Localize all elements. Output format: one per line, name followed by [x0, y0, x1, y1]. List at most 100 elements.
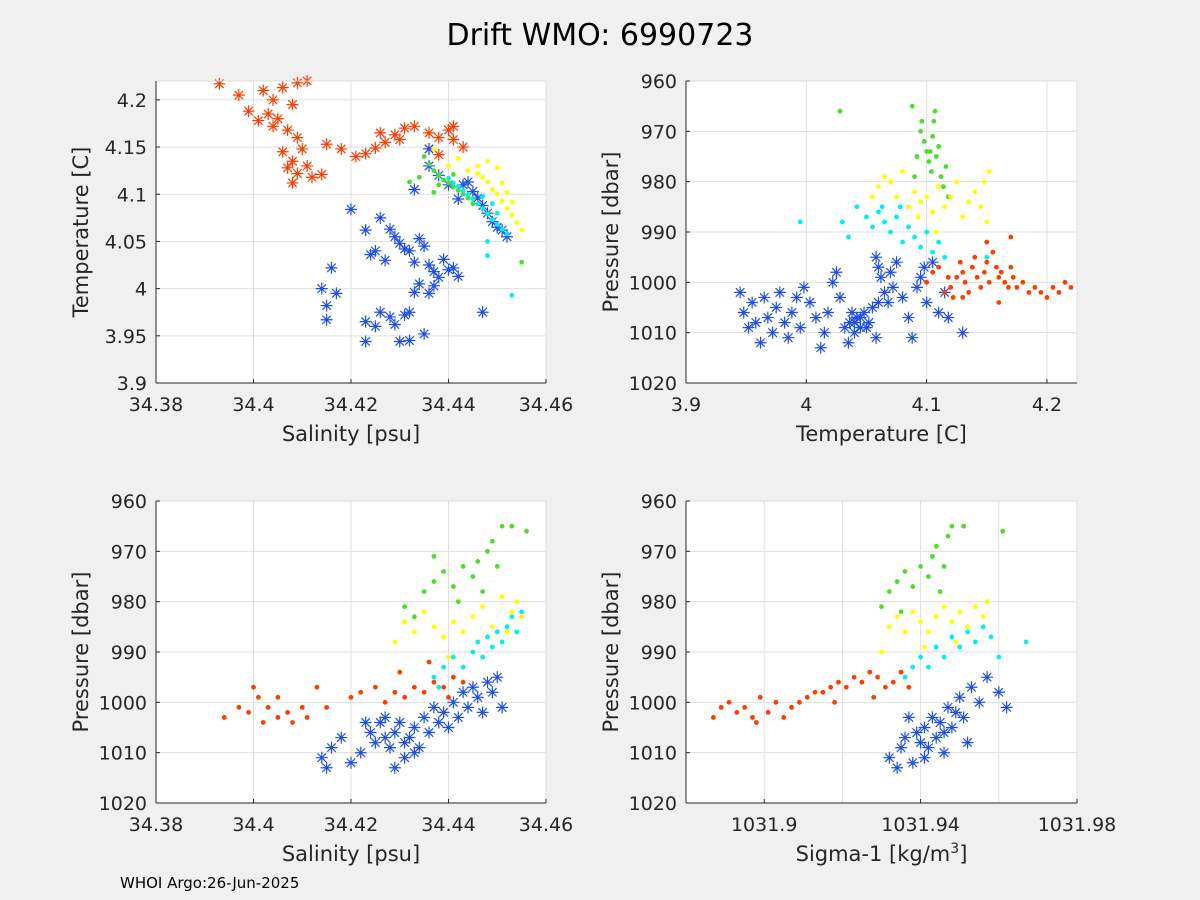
data-point	[910, 609, 916, 615]
data-point	[372, 684, 378, 690]
data-point	[431, 553, 437, 559]
data-point	[345, 203, 357, 216]
data-point	[232, 89, 245, 102]
data-point	[475, 171, 481, 176]
data-point	[1032, 284, 1038, 290]
data-point	[978, 204, 984, 210]
data-point	[509, 614, 515, 620]
data-point	[932, 108, 938, 114]
series-5	[902, 624, 1029, 680]
data-point	[973, 696, 986, 709]
series-1	[734, 251, 969, 354]
data-point	[369, 320, 382, 333]
data-point	[489, 624, 495, 630]
y-tick-label: 3.9	[117, 373, 147, 395]
data-point	[945, 274, 951, 280]
data-point	[894, 579, 900, 584]
data-point	[761, 311, 774, 324]
data-point	[996, 274, 1002, 280]
data-point	[519, 227, 525, 233]
data-point	[900, 169, 905, 175]
data-point	[431, 674, 437, 680]
data-point	[485, 253, 490, 258]
data-point	[910, 726, 923, 739]
data-point	[432, 131, 445, 144]
data-point	[315, 282, 328, 295]
data-point	[286, 176, 299, 189]
data-point	[398, 242, 411, 255]
data-point	[446, 175, 451, 181]
data-point	[930, 133, 936, 139]
data-point	[906, 331, 919, 344]
x-tick-label: 1031.9	[731, 814, 797, 836]
data-point	[888, 229, 893, 235]
data-point	[927, 149, 933, 154]
data-point	[403, 731, 416, 744]
data-point	[267, 93, 279, 106]
data-point	[509, 292, 515, 298]
data-point	[1026, 290, 1032, 295]
panel-salinity-pressure: 34.38 34.4 34.42 34.44 34.46 960 970 980 990 1000…	[69, 491, 573, 866]
data-point	[886, 624, 892, 630]
data-point	[862, 316, 875, 329]
data-point	[957, 259, 963, 265]
data-point	[846, 306, 859, 319]
data-point	[291, 131, 304, 144]
data-point	[379, 254, 392, 267]
data-point	[790, 291, 803, 304]
data-point	[388, 230, 401, 243]
data-point	[393, 716, 406, 729]
data-point	[912, 189, 917, 195]
data-point	[953, 691, 966, 704]
data-point	[499, 523, 505, 529]
data-point	[291, 167, 304, 180]
data-point	[423, 126, 435, 139]
data-point	[803, 296, 816, 309]
series-1	[315, 671, 509, 774]
data-point	[494, 564, 500, 569]
x-axis-label: Temperature [C]	[795, 422, 967, 446]
data-point	[491, 221, 504, 234]
data-point	[918, 199, 923, 205]
data-point	[851, 674, 857, 680]
data-point	[455, 184, 461, 190]
x-tick-label: 3.9	[671, 394, 701, 416]
data-point	[930, 731, 943, 744]
data-point	[949, 634, 955, 640]
x-axis-label-superscript: 3	[950, 841, 959, 857]
x-tick-label: 34.42	[324, 814, 378, 836]
data-point	[949, 706, 962, 719]
data-point	[509, 609, 515, 615]
data-point	[871, 694, 877, 700]
data-point	[476, 706, 489, 719]
data-point	[891, 761, 904, 774]
data-point	[393, 237, 406, 250]
data-point	[922, 644, 927, 650]
data-point	[1010, 274, 1016, 280]
data-point	[359, 335, 372, 348]
data-point	[276, 145, 289, 158]
data-point	[981, 671, 994, 684]
data-point	[485, 239, 490, 244]
data-point	[896, 291, 909, 304]
y-axis-label: Temperature [C]	[69, 147, 93, 319]
data-point	[514, 599, 520, 605]
data-point	[276, 81, 289, 94]
data-point	[926, 159, 932, 164]
data-point	[830, 266, 843, 279]
data-point	[431, 579, 437, 584]
data-point	[854, 311, 867, 324]
data-point	[842, 336, 855, 349]
data-point	[480, 604, 486, 610]
data-point	[914, 154, 920, 159]
data-point	[832, 699, 837, 705]
data-point	[485, 158, 490, 164]
data-point	[884, 266, 897, 279]
data-point	[402, 604, 408, 610]
y-tick-label: 4.2	[117, 90, 147, 112]
data-point	[843, 684, 849, 690]
data-point	[945, 721, 958, 734]
data-point	[398, 122, 411, 135]
data-point	[837, 108, 843, 114]
data-point	[859, 679, 865, 685]
